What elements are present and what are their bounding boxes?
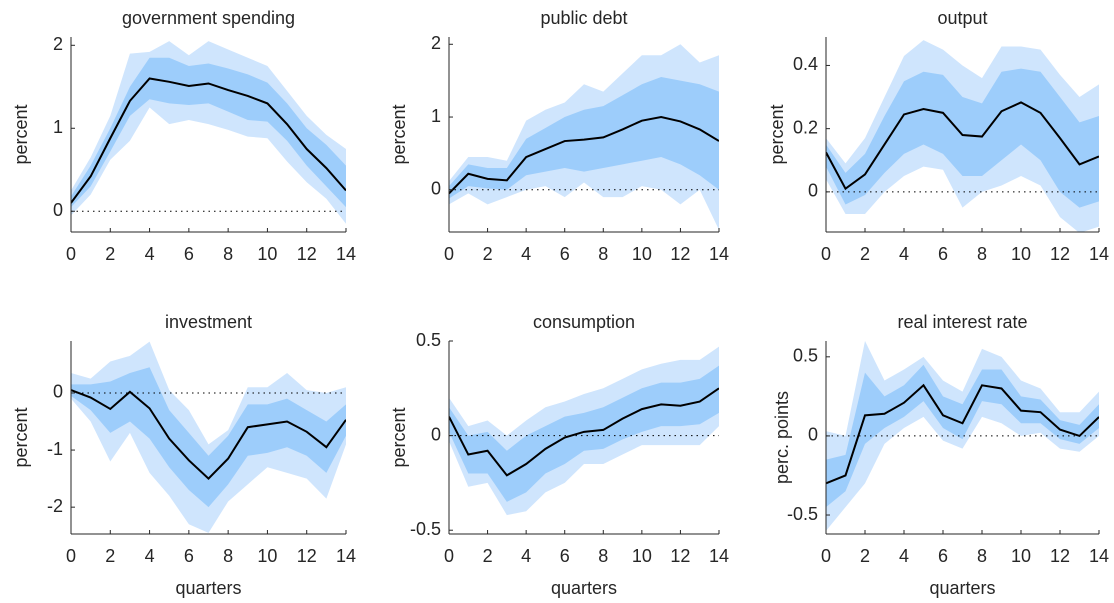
y-axis-label: perc. points [772, 391, 792, 484]
panel-title: government spending [122, 8, 295, 28]
x-tick-label: 6 [560, 546, 570, 566]
y-tick-label: 0 [431, 179, 441, 199]
y-tick-label: 0 [53, 200, 63, 220]
band [71, 57, 346, 208]
y-tick-label: -2 [47, 496, 63, 516]
x-tick-label: 12 [297, 546, 317, 566]
x-tick-label: 2 [483, 244, 493, 264]
x-tick-label: 6 [560, 244, 570, 264]
median-line [449, 116, 719, 195]
x-tick-label: 2 [483, 546, 493, 566]
x-tick-label: 6 [184, 244, 194, 264]
median-line [449, 387, 719, 477]
x-tick-label: 4 [145, 244, 155, 264]
y-axis-label: percent [11, 407, 31, 467]
x-tick-label: 14 [1089, 546, 1109, 566]
y-tick-label: -1 [47, 439, 63, 459]
y-tick-label: 0.5 [793, 346, 818, 366]
x-tick-label: 14 [709, 546, 729, 566]
x-tick-label: 8 [977, 546, 987, 566]
y-tick-label: 0.2 [793, 117, 818, 137]
median-line [826, 383, 1099, 485]
x-tick-label: 8 [598, 244, 608, 264]
x-tick-label: 14 [1089, 244, 1109, 264]
band [826, 68, 1099, 208]
x-tick-label: 0 [66, 244, 76, 264]
x-tick-label: 4 [521, 244, 531, 264]
y-axis-label: percent [389, 407, 409, 467]
x-tick-label: 14 [709, 244, 729, 264]
panel: 0 0.2 0.4 0 2 4 6 8 10 12 14 output percent [767, 8, 1109, 264]
y-tick-label: 2 [53, 34, 63, 54]
x-tick-label: 12 [670, 244, 690, 264]
y-tick-label: 1 [431, 106, 441, 126]
x-tick-label: 4 [145, 546, 155, 566]
x-tick-label: 2 [105, 546, 115, 566]
x-tick-label: 0 [66, 546, 76, 566]
y-tick-label: -0.5 [787, 504, 818, 524]
x-tick-label: 14 [336, 244, 356, 264]
x-tick-label: 0 [444, 244, 454, 264]
x-tick-label: 2 [105, 244, 115, 264]
band [449, 365, 719, 502]
x-tick-label: 10 [632, 244, 652, 264]
panel: -0.5 0 0.5 0 2 4 6 8 10 12 14 real interest rate qua… [772, 312, 1109, 598]
x-tick-label: 12 [670, 546, 690, 566]
panel-title: public debt [540, 8, 627, 28]
x-tick-label: 4 [899, 244, 909, 264]
y-tick-label: 0.4 [793, 54, 818, 74]
x-tick-label: 6 [938, 244, 948, 264]
x-tick-label: 12 [297, 244, 317, 264]
x-tick-label: 0 [821, 546, 831, 566]
x-tick-label: 10 [1011, 244, 1031, 264]
panel-title: consumption [533, 312, 635, 332]
band [71, 367, 346, 508]
band [826, 364, 1099, 508]
x-tick-label: 10 [257, 546, 277, 566]
x-tick-label: 10 [257, 244, 277, 264]
x-tick-label: 4 [521, 546, 531, 566]
x-tick-label: 2 [860, 244, 870, 264]
y-tick-label: 0 [808, 181, 818, 201]
y-tick-label: -0.5 [410, 519, 441, 539]
x-tick-label: 12 [1050, 546, 1070, 566]
median-line [71, 389, 346, 481]
x-tick-label: 0 [444, 546, 454, 566]
y-axis-label: percent [389, 104, 409, 164]
x-tick-label: 8 [598, 546, 608, 566]
x-tick-label: 8 [977, 244, 987, 264]
x-tick-label: 10 [632, 546, 652, 566]
x-tick-label: 8 [223, 244, 233, 264]
x-tick-label: 4 [899, 546, 909, 566]
x-axis-label: quarters [175, 578, 241, 598]
x-axis-label: quarters [929, 578, 995, 598]
y-tick-label: 0 [808, 425, 818, 445]
x-tick-label: 14 [336, 546, 356, 566]
y-tick-label: 0 [53, 382, 63, 402]
median-line [826, 101, 1099, 191]
panel-title: output [937, 8, 987, 28]
y-axis-label: percent [11, 104, 31, 164]
panel: -2 -1 0 0 2 4 6 8 10 12 14 investment quarters percen… [11, 312, 356, 598]
x-tick-label: 0 [821, 244, 831, 264]
panel-title: real interest rate [897, 312, 1027, 332]
x-tick-label: 12 [1050, 244, 1070, 264]
x-tick-label: 2 [860, 546, 870, 566]
x-tick-label: 10 [1011, 546, 1031, 566]
x-tick-label: 6 [184, 546, 194, 566]
y-tick-label: 0.5 [416, 330, 441, 350]
y-tick-label: 0 [431, 424, 441, 444]
panel: -0.500.50 2 4 6 8 10 12 14consumptionquarterspe… [389, 312, 729, 598]
y-tick-label: 2 [431, 33, 441, 53]
x-axis-label: quarters [551, 578, 617, 598]
x-tick-label: 8 [223, 546, 233, 566]
median-line [71, 77, 346, 204]
x-tick-label: 6 [938, 546, 948, 566]
y-axis-label: percent [767, 104, 787, 164]
y-tick-label: 1 [53, 117, 63, 137]
panel-title: investment [165, 312, 252, 332]
